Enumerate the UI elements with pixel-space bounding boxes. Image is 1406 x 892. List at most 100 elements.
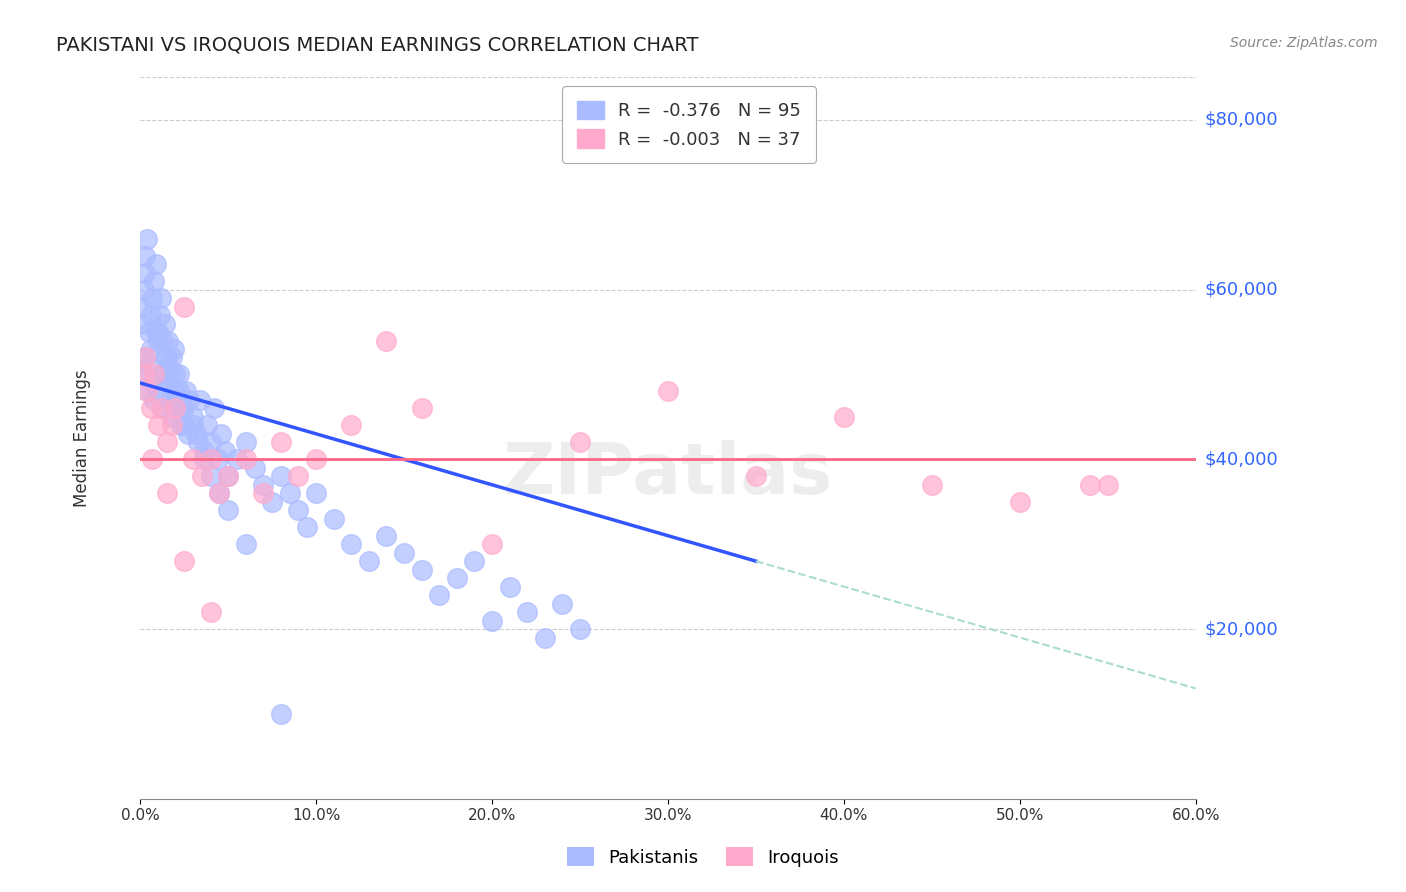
Point [157, 334, 180, 348]
Point [136, 232, 159, 246]
Point [132, 283, 155, 297]
Point [340, 537, 363, 551]
Point [305, 452, 328, 467]
Point [139, 401, 162, 416]
Point [145, 257, 167, 271]
Point [568, 435, 591, 450]
Point [162, 342, 184, 356]
Point [481, 537, 503, 551]
Point [745, 469, 768, 483]
Point [1008, 494, 1031, 508]
Point [202, 401, 225, 416]
Point [181, 418, 204, 433]
Point [165, 401, 187, 416]
Point [146, 334, 169, 348]
Point [173, 401, 195, 416]
Point [657, 384, 679, 399]
Point [150, 384, 173, 399]
Point [139, 342, 162, 356]
Point [187, 435, 209, 450]
Point [921, 477, 943, 491]
Point [463, 554, 485, 568]
Point [146, 418, 169, 433]
Point [217, 469, 239, 483]
Point [169, 418, 191, 433]
Point [235, 435, 257, 450]
Point [516, 605, 538, 619]
Point [134, 351, 156, 365]
Point [235, 452, 257, 467]
Point [136, 384, 159, 399]
Point [143, 368, 166, 382]
Point [132, 368, 155, 382]
Point [153, 351, 176, 365]
Point [131, 317, 153, 331]
Point [141, 291, 163, 305]
Point [165, 368, 187, 382]
Text: $60,000: $60,000 [1205, 281, 1278, 299]
Point [155, 486, 177, 500]
Point [200, 452, 222, 467]
Point [160, 351, 183, 365]
Point [166, 401, 188, 416]
Text: $80,000: $80,000 [1205, 111, 1278, 128]
Point [172, 401, 194, 416]
Point [138, 359, 160, 373]
Point [162, 384, 184, 399]
Point [152, 401, 174, 416]
Point [446, 571, 468, 585]
Point [287, 503, 309, 517]
Point [134, 351, 156, 365]
Point [305, 486, 328, 500]
Point [148, 308, 170, 322]
Point [152, 334, 174, 348]
Point [134, 266, 156, 280]
Point [1078, 477, 1101, 491]
Legend: Pakistanis, Iroquois: Pakistanis, Iroquois [560, 840, 846, 874]
Point [270, 706, 292, 721]
Point [208, 486, 231, 500]
Point [145, 325, 167, 339]
Point [193, 443, 215, 458]
Point [167, 368, 190, 382]
Point [375, 529, 398, 543]
Point [132, 368, 155, 382]
Point [190, 469, 212, 483]
Point [136, 384, 159, 399]
Point [179, 392, 201, 407]
Point [155, 351, 177, 365]
Text: Source: ZipAtlas.com: Source: ZipAtlas.com [1230, 36, 1378, 50]
Point [322, 512, 344, 526]
Point [208, 486, 231, 500]
Point [226, 452, 249, 467]
Point [193, 452, 215, 467]
Point [173, 418, 195, 433]
Point [427, 588, 450, 602]
Point [200, 605, 222, 619]
Point [287, 469, 309, 483]
Point [533, 631, 555, 645]
Point [200, 435, 222, 450]
Point [157, 359, 180, 373]
Point [297, 520, 319, 534]
Point [160, 418, 183, 433]
Point [209, 426, 232, 441]
Point [174, 384, 197, 399]
Point [173, 554, 195, 568]
Point [481, 614, 503, 628]
Point [262, 494, 284, 508]
Point [165, 384, 187, 399]
Text: Median Earnings: Median Earnings [73, 369, 91, 507]
Point [148, 368, 170, 382]
Point [340, 418, 363, 433]
Point [1097, 477, 1119, 491]
Point [139, 308, 162, 322]
Text: PAKISTANI VS IROQUOIS MEDIAN EARNINGS CORRELATION CHART: PAKISTANI VS IROQUOIS MEDIAN EARNINGS CO… [56, 36, 699, 54]
Point [134, 249, 156, 263]
Text: $20,000: $20,000 [1205, 620, 1278, 638]
Point [141, 376, 163, 390]
Text: $40,000: $40,000 [1205, 450, 1278, 468]
Point [200, 469, 222, 483]
Point [188, 392, 211, 407]
Point [143, 392, 166, 407]
